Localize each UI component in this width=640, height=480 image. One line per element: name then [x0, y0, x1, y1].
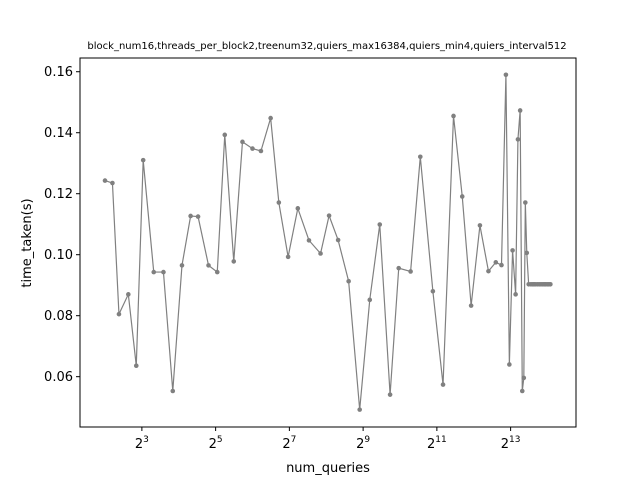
data-point — [276, 200, 282, 205]
x-tick-label: 213 — [501, 435, 521, 452]
data-point — [468, 303, 474, 308]
x-axis-ticks: 23 25 27 29 211 213 — [135, 427, 521, 452]
data-point — [222, 132, 228, 138]
data-point — [523, 200, 528, 205]
data-point — [357, 407, 362, 412]
data-point — [451, 113, 456, 119]
data-point — [195, 214, 201, 219]
y-tick-label: 0.16 — [44, 65, 73, 80]
data-point — [418, 154, 423, 160]
x-tick-label: 29 — [356, 435, 370, 452]
x-tick-label: 25 — [209, 435, 223, 452]
y-tick-label: 0.08 — [44, 309, 73, 324]
data-point — [524, 250, 530, 256]
data-point — [430, 288, 436, 294]
data-point — [548, 281, 553, 287]
data-point — [295, 206, 301, 211]
data-point — [503, 72, 509, 78]
data-point — [250, 146, 255, 151]
data-point — [515, 137, 521, 142]
data-point — [477, 223, 483, 228]
data-point — [387, 392, 393, 397]
data-point — [499, 262, 504, 268]
data-point — [285, 254, 291, 260]
data-point — [377, 222, 383, 227]
data-point — [151, 269, 157, 275]
data-point — [521, 375, 527, 381]
data-point — [126, 292, 131, 297]
data-point — [110, 180, 115, 186]
y-axis-label: time_taken(s) — [20, 198, 35, 287]
x-axis-label: num_queries — [286, 461, 370, 476]
data-point — [367, 297, 373, 303]
data-point — [396, 265, 402, 271]
chart-title: block_num16,threads_per_block2,treenum32… — [87, 41, 566, 52]
x-tick-label: 23 — [135, 435, 149, 452]
x-tick-label: 211 — [427, 435, 447, 452]
data-point — [493, 260, 499, 265]
data-point — [214, 269, 220, 275]
plot-area — [80, 58, 576, 427]
data-point — [240, 139, 245, 145]
data-point — [507, 362, 512, 367]
data-point — [318, 251, 323, 256]
data-point — [179, 263, 185, 268]
data-point — [517, 108, 523, 113]
data-point — [102, 178, 108, 183]
data-point — [133, 363, 139, 369]
data-point — [268, 115, 273, 121]
data-point — [346, 278, 351, 284]
y-tick-label: 0.14 — [44, 126, 73, 141]
data-point — [440, 382, 446, 387]
data-point — [116, 311, 122, 317]
data-point — [510, 248, 515, 253]
data-point — [306, 238, 312, 243]
data-point — [519, 388, 525, 394]
data-point — [231, 259, 237, 264]
data-point — [408, 269, 413, 274]
y-tick-label: 0.12 — [44, 187, 73, 202]
data-point — [161, 269, 166, 275]
data-point — [459, 194, 465, 199]
data-point — [188, 213, 193, 219]
x-tick-label: 27 — [282, 435, 296, 452]
data-point — [206, 263, 211, 268]
data-point — [486, 268, 491, 274]
y-tick-label: 0.06 — [44, 370, 73, 385]
data-point — [326, 213, 332, 218]
data-point — [258, 148, 264, 154]
y-axis-ticks: 0.06 0.08 0.10 0.12 0.14 0.16 — [44, 65, 80, 385]
series-layer — [102, 72, 553, 412]
data-point — [140, 157, 146, 163]
data-point — [335, 237, 341, 243]
data-point — [513, 292, 518, 297]
plot-frame — [79, 57, 577, 428]
data-point — [170, 388, 176, 394]
y-tick-label: 0.10 — [44, 248, 73, 263]
